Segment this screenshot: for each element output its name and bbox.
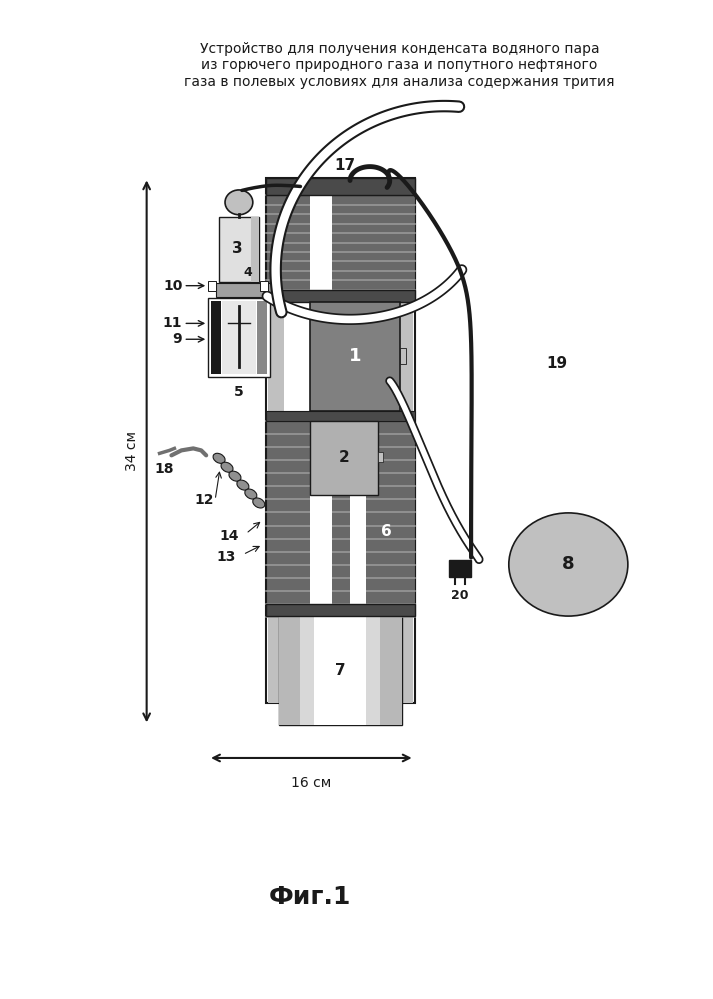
Bar [208,281,216,291]
Bar [266,604,414,616]
Bar [378,453,383,463]
Text: 34 см: 34 см [125,432,139,472]
Text: Фиг.1: Фиг.1 [270,885,352,909]
Bar [396,178,413,703]
Bar [380,616,401,725]
Bar [310,302,400,411]
Bar [310,196,332,290]
Text: 2: 2 [339,450,349,465]
Text: 4: 4 [243,266,252,279]
Bar [300,616,380,725]
Text: 17: 17 [334,158,356,173]
Ellipse shape [213,454,225,464]
Bar [266,178,414,196]
Text: из горючего природного газа и попутного нефтяного: из горючего природного газа и попутного … [202,58,597,72]
Text: 16 см: 16 см [291,776,332,790]
Bar [208,298,270,377]
Text: Устройство для получения конденсата водяного пара: Устройство для получения конденсата водя… [200,42,600,56]
Text: 9: 9 [173,333,183,347]
Ellipse shape [252,498,265,508]
Ellipse shape [229,472,241,482]
Bar [219,217,259,282]
Bar [350,421,366,604]
Text: 19: 19 [546,356,568,371]
Bar [266,411,414,421]
Bar [310,421,378,496]
Bar [266,178,414,703]
Bar [279,616,401,725]
Bar [310,421,332,604]
Bar [266,196,414,290]
Text: 10: 10 [163,279,183,293]
Bar [449,559,471,577]
Text: 7: 7 [335,663,345,678]
Ellipse shape [509,512,628,616]
Bar [216,283,271,297]
Text: 5: 5 [234,385,244,399]
Bar [260,281,267,291]
Bar [266,290,414,302]
Text: 3: 3 [232,242,242,257]
Bar [251,217,259,282]
Text: 6: 6 [381,524,392,539]
Bar [300,616,314,725]
Ellipse shape [221,463,233,473]
Bar [266,421,414,604]
Text: 11: 11 [163,317,183,331]
Ellipse shape [225,190,253,215]
Bar [366,616,380,725]
Text: 8: 8 [562,555,575,573]
Ellipse shape [237,481,249,491]
Text: 20: 20 [451,589,469,602]
Bar [222,301,256,374]
Text: 13: 13 [217,549,236,563]
Text: 12: 12 [195,493,214,507]
Bar [257,301,267,374]
Bar [279,616,300,725]
Bar [211,301,221,374]
Text: газа в полевых условиях для анализа содержания трития: газа в полевых условиях для анализа соде… [185,75,615,89]
Text: 18: 18 [155,463,174,477]
Bar [400,349,406,364]
Text: 14: 14 [220,528,239,542]
Text: 1: 1 [349,347,361,365]
Bar [267,178,284,703]
Ellipse shape [245,489,257,500]
